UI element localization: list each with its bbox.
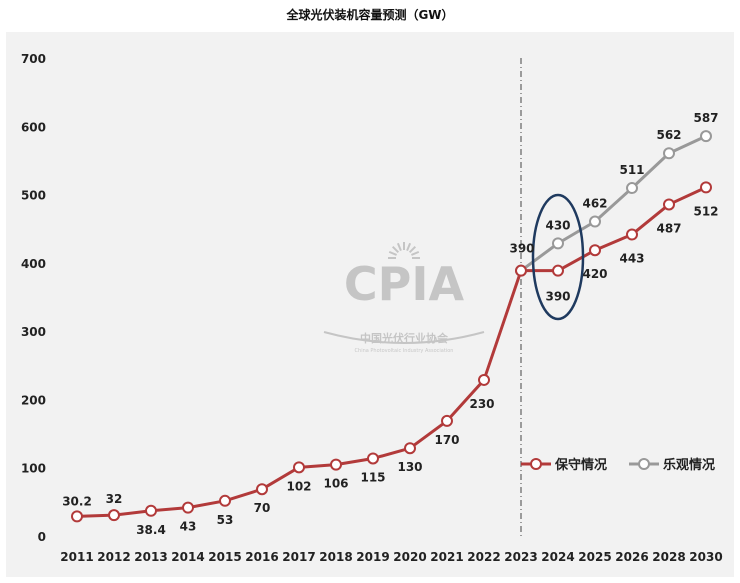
x-tick-label: 2015 (208, 550, 241, 564)
conservative-point (182, 501, 194, 514)
conservative-point (367, 452, 379, 465)
x-tick-label: 2026 (615, 550, 648, 564)
conservative-data-label: 487 (656, 221, 681, 235)
x-tick-label: 2019 (356, 550, 389, 564)
conservative-point (219, 494, 231, 507)
watermark-logo-text: CPIA (344, 257, 465, 311)
conservative-point (700, 181, 712, 194)
x-tick-label: 2016 (245, 550, 278, 564)
x-tick-label: 2028 (652, 550, 685, 564)
conservative-point (108, 509, 120, 522)
y-tick-label: 600 (21, 120, 46, 134)
conservative-data-label: 102 (286, 479, 311, 493)
conservative-point (404, 442, 416, 455)
y-tick-label: 700 (21, 52, 46, 66)
x-tick-label: 2012 (97, 550, 130, 564)
x-tick-label: 2020 (393, 550, 426, 564)
conservative-data-label: 230 (469, 397, 494, 411)
x-tick-label: 2011 (60, 550, 93, 564)
optimistic-point (589, 215, 601, 228)
optimistic-data-label: 562 (656, 128, 681, 142)
optimistic-data-label: 511 (619, 163, 644, 177)
optimistic-point (700, 130, 712, 143)
conservative-data-label: 170 (434, 433, 459, 447)
conservative-data-label: 43 (180, 520, 197, 534)
x-tick-label: 2017 (282, 550, 315, 564)
y-tick-label: 300 (21, 325, 46, 339)
conservative-data-label: 38.4 (136, 523, 166, 537)
optimistic-point (626, 182, 638, 195)
optimistic-data-label: 390 (509, 242, 534, 256)
x-tick-label: 2014 (171, 550, 204, 564)
y-tick-label: 400 (21, 257, 46, 271)
conservative-point (330, 458, 342, 471)
conservative-point (441, 414, 453, 427)
line-chart: CPIA 中国光伏行业协会 China Photovoltaic Industry … (21, 52, 723, 564)
conservative-data-label: 30.2 (62, 494, 92, 508)
x-tick-label: 2013 (134, 550, 167, 564)
conservative-point (589, 244, 601, 257)
conservative-point (663, 198, 675, 211)
conservative-data-label: 70 (254, 501, 271, 515)
legend-optimistic-marker (638, 458, 650, 470)
y-tick-label: 200 (21, 393, 46, 407)
conservative-point (515, 264, 527, 277)
conservative-data-label: 443 (619, 251, 644, 265)
optimistic-data-label: 430 (545, 218, 570, 232)
conservative-data-label: 53 (217, 513, 234, 527)
highlight-ellipse (531, 193, 585, 321)
optimistic-point (552, 237, 564, 250)
conservative-point (626, 228, 638, 241)
conservative-data-label: 32 (106, 492, 123, 506)
conservative-series-line (76, 186, 707, 518)
y-tick-label: 100 (21, 462, 46, 476)
conservative-point (293, 461, 305, 474)
y-tick-label: 500 (21, 189, 46, 203)
legend-conservative-marker (530, 458, 542, 470)
conservative-point (478, 373, 490, 386)
optimistic-data-label: 587 (693, 111, 718, 125)
watermark-org-en: China Photovoltaic Industry Association (355, 348, 454, 354)
conservative-point (145, 504, 157, 517)
conservative-data-label: 130 (397, 460, 422, 474)
conservative-point (552, 264, 564, 277)
conservative-data-label: 390 (545, 290, 570, 304)
optimistic-point (663, 147, 675, 160)
watermark-org-cn: 中国光伏行业协会 (360, 331, 449, 345)
chart-title: 全球光伏装机容量预测（GW） (286, 8, 454, 22)
x-tick-label: 2022 (467, 550, 500, 564)
legend-conservative-label: 保守情况 (554, 457, 607, 473)
x-tick-label: 2024 (541, 550, 574, 564)
conservative-point (71, 510, 83, 523)
conservative-data-label: 106 (323, 477, 348, 491)
optimistic-data-label: 462 (582, 197, 607, 211)
legend-optimistic-label: 乐观情况 (663, 457, 715, 473)
conservative-data-label: 115 (360, 470, 385, 484)
x-tick-label: 2025 (578, 550, 611, 564)
conservative-data-label: 420 (582, 267, 607, 281)
optimistic-series-line (520, 134, 707, 272)
conservative-data-label: 512 (693, 204, 718, 218)
y-tick-label: 0 (38, 530, 46, 544)
x-tick-label: 2018 (319, 550, 352, 564)
conservative-point (256, 483, 268, 496)
x-tick-label: 2021 (430, 550, 463, 564)
x-tick-label: 2023 (504, 550, 537, 564)
chart-panel: CPIA 中国光伏行业协会 China Photovoltaic Industry … (6, 32, 734, 577)
cpia-watermark: CPIA 中国光伏行业协会 China Photovoltaic Industry … (323, 242, 485, 354)
x-tick-label: 2030 (689, 550, 722, 564)
